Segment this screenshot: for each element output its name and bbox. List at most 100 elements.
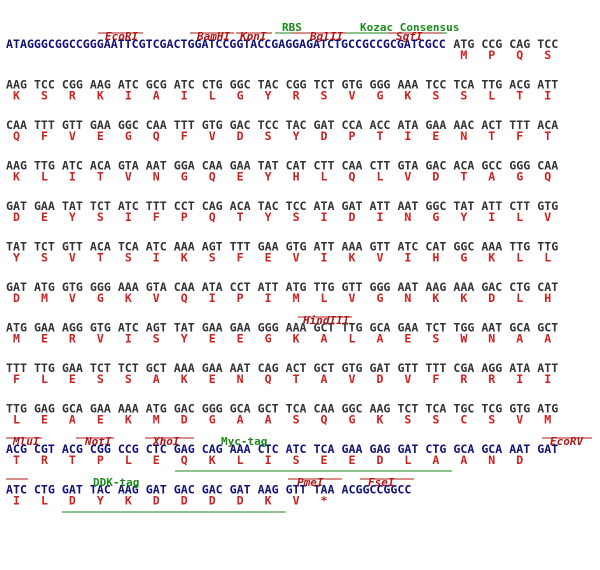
amino-acid: I <box>544 372 551 386</box>
codon: ATT <box>481 199 502 213</box>
amino-acid: Y <box>97 494 104 508</box>
codon: GAC <box>202 483 223 497</box>
amino-acid: V <box>544 210 551 224</box>
codon: CGG <box>286 78 307 92</box>
codon: ACG <box>509 78 530 92</box>
amino-acid: N <box>404 291 411 305</box>
codon: CAT <box>425 240 446 254</box>
amino-acid: K <box>376 413 383 427</box>
amino-acid: V <box>349 89 356 103</box>
amino-acid: D <box>153 494 160 508</box>
amino-acid: P <box>237 291 244 305</box>
codon: TCC <box>425 78 446 92</box>
codon: AAG <box>90 78 111 92</box>
codon: GAC <box>481 280 502 294</box>
codon: GCT <box>146 361 167 375</box>
codon: GAA <box>34 199 55 213</box>
amino-acid: L <box>41 372 48 386</box>
codon: ATC <box>397 240 418 254</box>
codon: ATC <box>174 78 195 92</box>
codon: AAT <box>397 199 418 213</box>
amino-acid: D <box>516 453 523 467</box>
codon: ACG <box>6 442 27 456</box>
amino-acid: D <box>13 210 20 224</box>
amino-acid: S <box>432 413 439 427</box>
amino-acid: S <box>293 210 300 224</box>
codon: TCT <box>34 240 55 254</box>
codon: TTT <box>34 118 55 132</box>
amino-acid: S <box>265 129 272 143</box>
codon: GTA <box>146 280 167 294</box>
codon: GAA <box>62 361 83 375</box>
amino-acid: E <box>41 413 48 427</box>
codon: TTG <box>34 159 55 173</box>
amino-acid: G <box>432 210 439 224</box>
amino-acid: E <box>237 332 244 346</box>
amino-acid: I <box>13 494 20 508</box>
codon: GCG <box>146 78 167 92</box>
amino-acid: Y <box>13 251 20 265</box>
codon: CAG <box>509 37 530 51</box>
codon: ACC <box>369 118 390 132</box>
codon: GCT <box>314 361 335 375</box>
codon: AAA <box>481 240 502 254</box>
amino-acid: A <box>376 332 383 346</box>
amino-acid: N <box>153 170 160 184</box>
codon: GCT <box>258 402 279 416</box>
restriction-site-label: XhoI <box>152 435 180 448</box>
amino-acid: G <box>265 332 272 346</box>
amino-acid: N <box>488 453 495 467</box>
codon: TAC <box>90 483 111 497</box>
amino-acid: Y <box>293 129 300 143</box>
codon: GAT <box>62 483 83 497</box>
amino-acid: Q <box>349 170 356 184</box>
codon: GCA <box>481 442 502 456</box>
amino-acid: K <box>125 291 132 305</box>
amino-acid: Y <box>69 210 76 224</box>
codon: AAA <box>230 442 251 456</box>
amino-acid: Q <box>265 372 272 386</box>
codon: CAA <box>6 118 27 132</box>
amino-acid: E <box>69 372 76 386</box>
amino-acid: M <box>41 291 48 305</box>
amino-acid: E <box>153 453 160 467</box>
amino-acid: K <box>181 372 188 386</box>
codon: AGG <box>481 361 502 375</box>
codon: TTG <box>34 361 55 375</box>
codon: TTG <box>342 321 363 335</box>
codon: TCA <box>453 78 474 92</box>
codon: CAT <box>286 159 307 173</box>
codon: GCA <box>453 442 474 456</box>
codon: GTG <box>342 361 363 375</box>
codon: GAT <box>397 442 418 456</box>
codon: TCA <box>314 442 335 456</box>
restriction-site-label: EcoRI <box>105 30 138 43</box>
codon: ATG <box>34 280 55 294</box>
amino-acid: S <box>432 89 439 103</box>
codon: ACA <box>537 118 558 132</box>
codon: GTG <box>62 280 83 294</box>
codon: TCT <box>90 199 111 213</box>
amino-acid: R <box>69 89 76 103</box>
codon: TAC <box>258 199 279 213</box>
codon: GTT <box>397 361 418 375</box>
codon: TTT <box>146 199 167 213</box>
amino-acid: K <box>488 251 495 265</box>
codon: TCA <box>286 402 307 416</box>
codon: AAA <box>397 78 418 92</box>
codon: GGG <box>509 159 530 173</box>
codon: AAG <box>258 483 279 497</box>
codon: GTT <box>62 118 83 132</box>
codon: CGT <box>34 442 55 456</box>
amino-acid: R <box>488 372 495 386</box>
amino-acid: V <box>349 372 356 386</box>
amino-acid: P <box>349 129 356 143</box>
amino-acid: D <box>181 413 188 427</box>
amino-acid: E <box>404 332 411 346</box>
amino-acid: Y <box>265 210 272 224</box>
codon: GTT <box>369 240 390 254</box>
codon: GCA <box>230 402 251 416</box>
codon: GCC <box>481 159 502 173</box>
amino-acid: C <box>460 413 467 427</box>
codon: AAT <box>397 280 418 294</box>
